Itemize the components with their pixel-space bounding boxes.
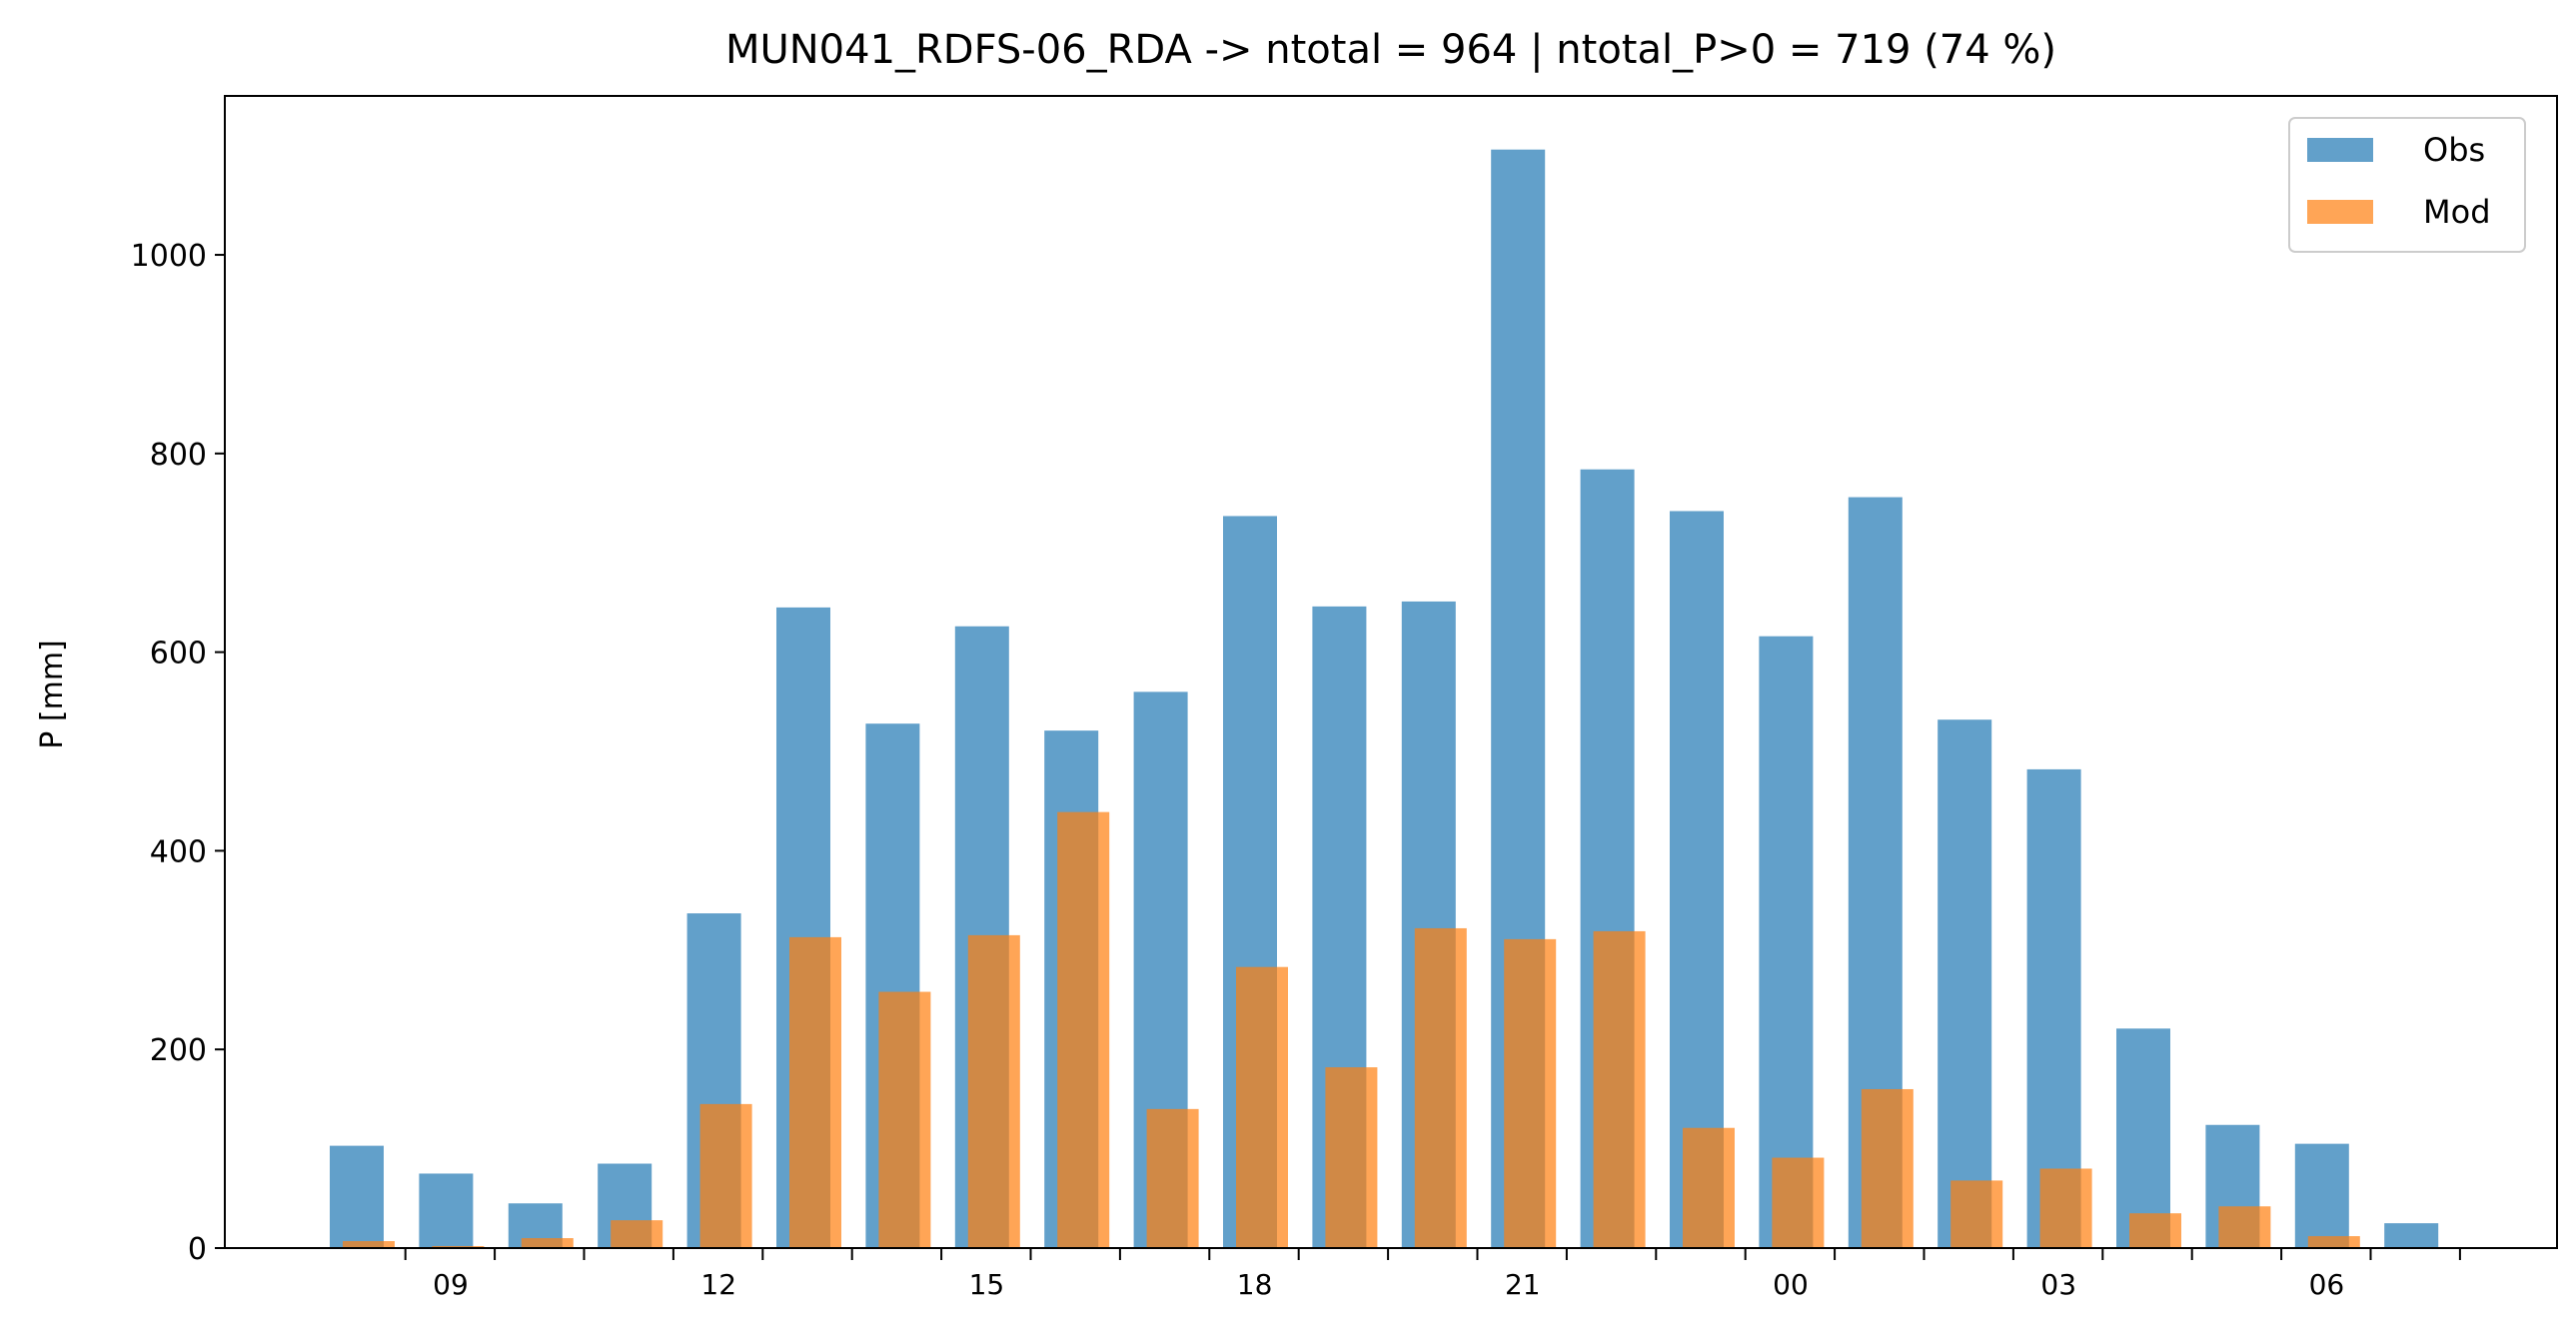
mod-bar xyxy=(878,991,931,1248)
bars-layer xyxy=(330,149,2439,1249)
mod-bar xyxy=(1325,1067,1378,1248)
mod-bar xyxy=(789,936,841,1248)
mod-bar xyxy=(1146,1108,1199,1248)
mod-bar xyxy=(2307,1236,2360,1248)
x-tick-label: 06 xyxy=(2309,1268,2345,1301)
x-tick-label: 15 xyxy=(969,1268,1005,1301)
y-axis: 0 200 400 600 800 1000 xyxy=(131,239,225,1267)
x-tick-label: 00 xyxy=(1773,1268,1809,1301)
obs-bar xyxy=(1759,636,1814,1248)
legend-swatch-mod xyxy=(2307,200,2373,224)
mod-bar xyxy=(1861,1088,1914,1248)
x-axis: 09 12 15 18 21 00 03 06 xyxy=(404,1248,2461,1301)
legend-label-obs: Obs xyxy=(2423,131,2485,169)
x-tick-label: 09 xyxy=(433,1268,469,1301)
mod-bar xyxy=(1414,927,1467,1248)
obs-bar xyxy=(2384,1223,2439,1248)
mod-bar xyxy=(1236,966,1288,1248)
mod-bar xyxy=(1593,930,1646,1248)
legend-swatch-obs xyxy=(2307,138,2373,162)
x-tick-label: 21 xyxy=(1505,1268,1541,1301)
mod-bar xyxy=(343,1241,395,1248)
obs-bar xyxy=(419,1173,474,1248)
mod-bar xyxy=(699,1103,752,1248)
y-tick-label: 200 xyxy=(150,1033,207,1068)
plot-frame xyxy=(224,95,2558,1249)
y-tick-label: 800 xyxy=(150,438,207,473)
y-tick-label: 1000 xyxy=(131,239,207,274)
mod-bar xyxy=(2129,1213,2181,1248)
mod-bar xyxy=(1504,938,1557,1248)
legend: Obs Mod xyxy=(2288,117,2526,253)
legend-label-mod: Mod xyxy=(2423,193,2491,231)
mod-bar xyxy=(611,1220,663,1248)
mod-bar xyxy=(1950,1180,2003,1248)
obs-bar xyxy=(330,1145,384,1248)
x-tick-label: 12 xyxy=(700,1268,736,1301)
chart-title: MUN041_RDFS-06_RDA -> ntotal = 964 | nto… xyxy=(725,27,2056,73)
y-tick-label: 0 xyxy=(188,1232,207,1267)
obs-bar xyxy=(1670,511,1724,1248)
x-tick-label: 03 xyxy=(2040,1268,2076,1301)
mod-bar xyxy=(967,934,1020,1248)
mod-bar xyxy=(1683,1127,1735,1248)
y-axis-label: P [mm] xyxy=(35,640,70,748)
obs-bar xyxy=(1937,719,1992,1248)
mod-bar xyxy=(521,1238,574,1248)
obs-bar xyxy=(2294,1143,2349,1248)
mod-bar xyxy=(1772,1157,1825,1248)
obs-bar xyxy=(2116,1028,2170,1248)
mod-bar xyxy=(1057,811,1110,1248)
mod-bar xyxy=(2218,1206,2271,1248)
y-tick-label: 600 xyxy=(150,637,207,671)
mod-bar xyxy=(2039,1168,2092,1248)
x-tick-label: 18 xyxy=(1237,1268,1273,1301)
y-tick-label: 400 xyxy=(150,834,207,869)
obs-bar xyxy=(2026,768,2081,1248)
